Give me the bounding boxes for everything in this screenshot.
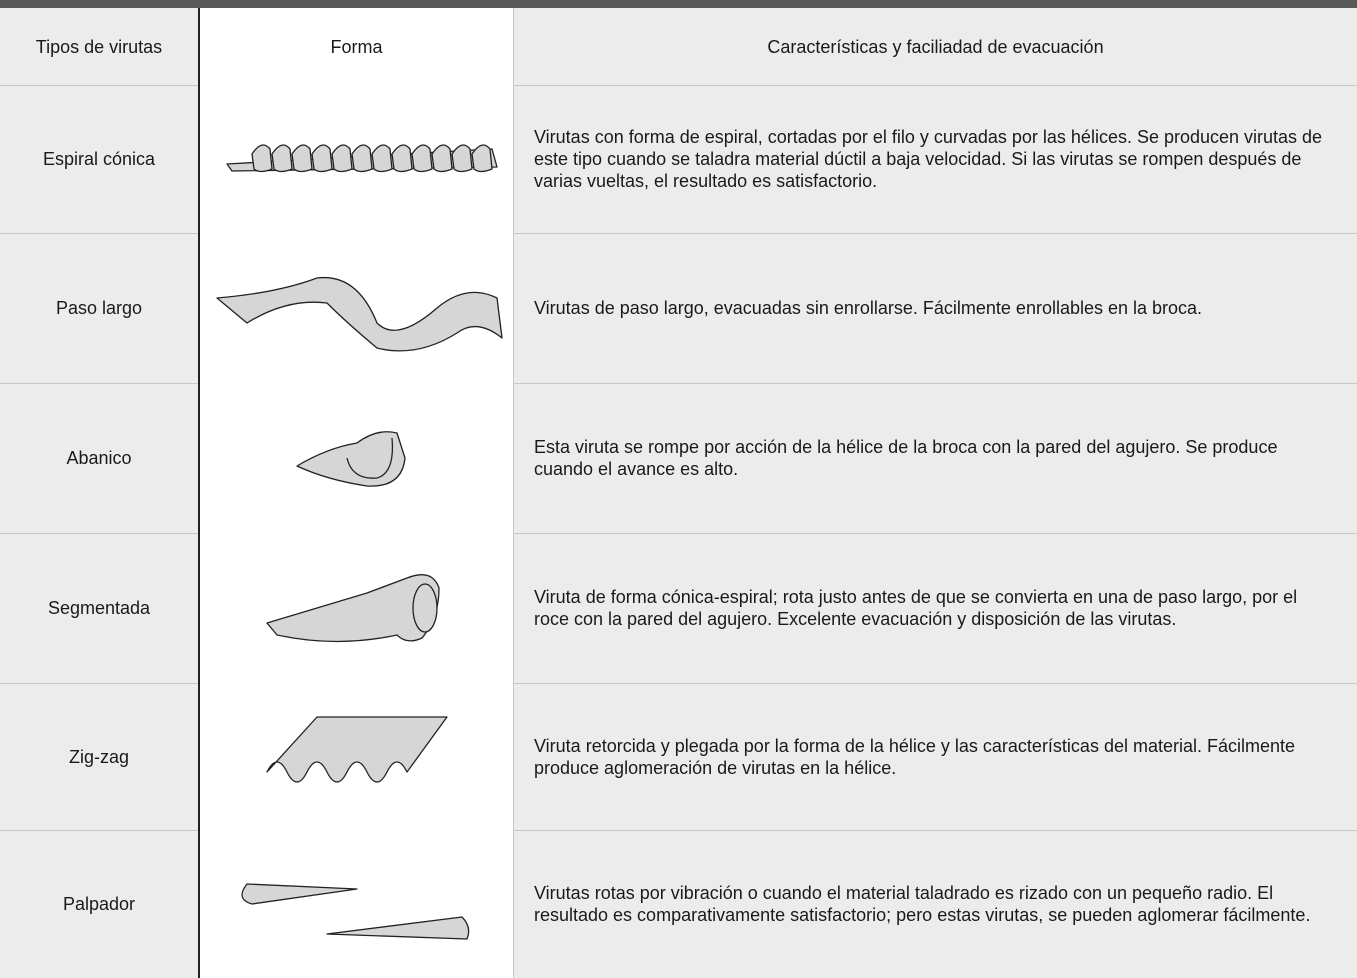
chip-description: Viruta de forma cónica-espiral; rota jus… [513,533,1357,683]
chip-description: Virutas con forma de espiral, cortadas p… [513,85,1357,233]
chip-description: Viruta retorcida y plegada por la forma … [513,683,1357,830]
chip-description: Virutas rotas por vibración o cuando el … [513,830,1357,978]
chip-illustration [198,383,513,533]
chip-description: Esta viruta se rompe por acción de la hé… [513,383,1357,533]
header-cell: Forma [198,8,513,85]
chip-type: Paso largo [55,298,143,318]
row-divider [0,85,1357,86]
row-divider [0,383,1357,384]
header-cell: Características y faciliadad de evacuaci… [513,8,1357,85]
chip-illustration [198,830,513,978]
row-divider [0,533,1357,534]
chip-type: Espiral cónica [42,149,156,169]
header-cell: Tipos de virutas [35,36,163,57]
top-bar [0,0,1357,8]
chip-type: Zig-zag [68,746,130,767]
row-divider [0,233,1357,234]
chip-type: Abanico [66,448,132,468]
chip-illustration [198,85,513,233]
chip-illustration [198,233,513,383]
chip-illustration [198,533,513,683]
chip-illustration [198,683,513,830]
chip-description: Virutas de paso largo, evacuadas sin enr… [513,233,1357,383]
chip-type: Segmentada [47,598,151,618]
row-divider [0,683,1357,684]
chip-type: Palpador [62,894,136,914]
row-divider [0,830,1357,831]
